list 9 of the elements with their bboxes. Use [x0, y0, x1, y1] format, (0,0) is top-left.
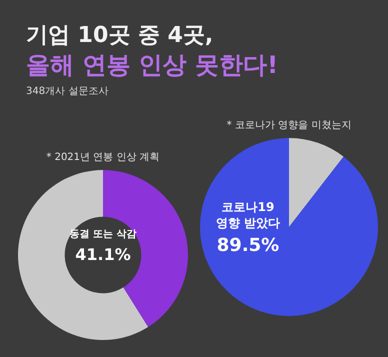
chart-title: * 2021년 연봉 인상 계획 — [45, 151, 161, 165]
text: 348개사 설문조사 — [26, 85, 110, 98]
data-label: 89.5% — [216, 235, 280, 256]
slice-label: 동결 또는 삭감 — [68, 228, 138, 241]
text: 올해 연봉 인상 못한다! — [26, 50, 280, 80]
text: 기업 10곳 중 4곳, — [26, 22, 214, 50]
data-label: 41.1% — [74, 245, 132, 264]
chart-title: * 코로나가 영향을 미쳤는지 — [226, 119, 352, 133]
slice-label: 코로나19 영향 받았다 — [214, 200, 282, 232]
